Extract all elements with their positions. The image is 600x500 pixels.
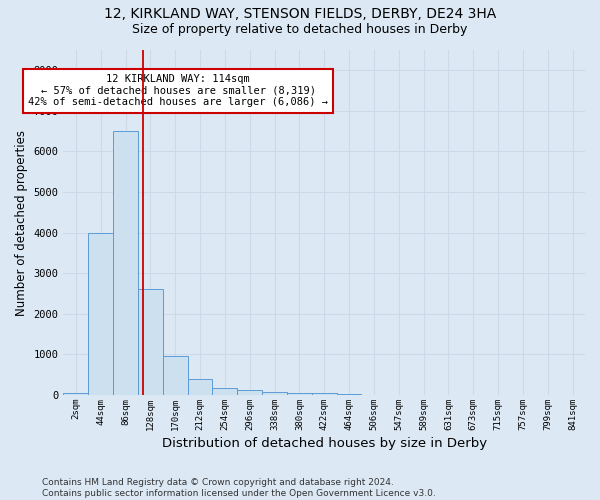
Bar xyxy=(212,388,237,395)
Bar xyxy=(88,234,113,395)
Bar xyxy=(64,393,88,395)
Bar xyxy=(163,356,188,395)
Bar xyxy=(262,392,287,395)
Text: 12 KIRKLAND WAY: 114sqm
← 57% of detached houses are smaller (8,319)
42% of semi: 12 KIRKLAND WAY: 114sqm ← 57% of detache… xyxy=(28,74,328,108)
X-axis label: Distribution of detached houses by size in Derby: Distribution of detached houses by size … xyxy=(161,437,487,450)
Y-axis label: Number of detached properties: Number of detached properties xyxy=(15,130,28,316)
Text: Contains HM Land Registry data © Crown copyright and database right 2024.
Contai: Contains HM Land Registry data © Crown c… xyxy=(42,478,436,498)
Bar xyxy=(188,379,212,395)
Bar xyxy=(337,394,361,395)
Bar xyxy=(113,131,138,395)
Bar xyxy=(312,393,337,395)
Bar xyxy=(287,392,312,395)
Text: Size of property relative to detached houses in Derby: Size of property relative to detached ho… xyxy=(133,22,467,36)
Text: 12, KIRKLAND WAY, STENSON FIELDS, DERBY, DE24 3HA: 12, KIRKLAND WAY, STENSON FIELDS, DERBY,… xyxy=(104,8,496,22)
Bar xyxy=(237,390,262,395)
Bar xyxy=(138,290,163,395)
